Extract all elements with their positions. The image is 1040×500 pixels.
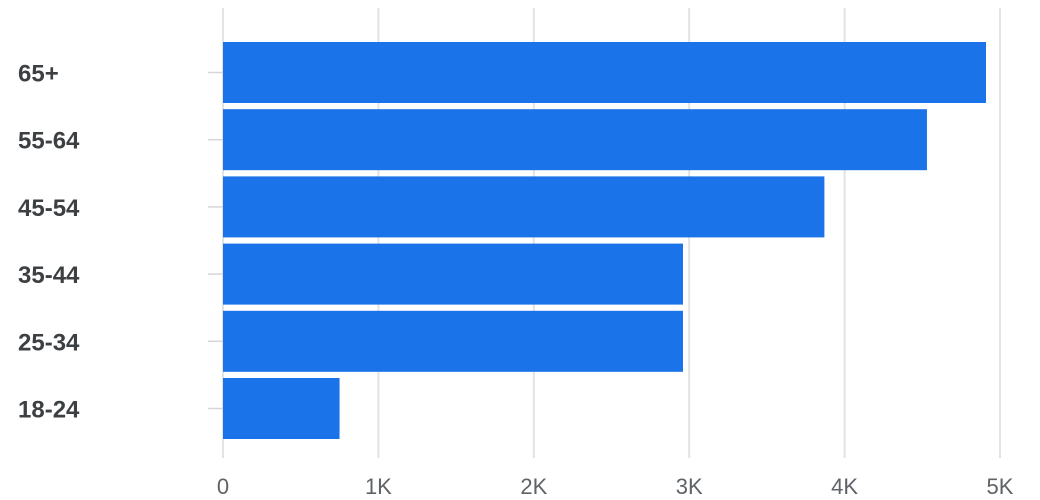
x-tick-label: 5K bbox=[987, 474, 1014, 499]
category-label: 25-34 bbox=[18, 329, 80, 356]
x-axis-tick-labels: 0 1K 2K 3K 4K 5K bbox=[217, 474, 1014, 499]
bar-35-44 bbox=[223, 243, 683, 305]
bar-45-54 bbox=[223, 176, 825, 238]
x-tick-label: 2K bbox=[520, 474, 547, 499]
x-tick-label: 1K bbox=[365, 474, 392, 499]
x-tick-label: 4K bbox=[831, 474, 858, 499]
category-labels: 65+ 55-64 45-54 35-44 25-34 18-24 bbox=[18, 61, 80, 424]
category-label: 18-24 bbox=[18, 397, 80, 424]
x-tick-label: 3K bbox=[676, 474, 703, 499]
category-tick-marks bbox=[208, 71, 223, 410]
bar-18-24 bbox=[223, 378, 340, 439]
bar-55-64 bbox=[223, 109, 927, 171]
category-label: 55-64 bbox=[18, 128, 80, 155]
category-label: 45-54 bbox=[18, 195, 80, 222]
bar-25-34 bbox=[223, 310, 683, 372]
category-label: 65+ bbox=[18, 61, 59, 88]
x-tick-label: 0 bbox=[217, 474, 229, 499]
category-label: 35-44 bbox=[18, 262, 80, 289]
bar-65+ bbox=[223, 42, 987, 103]
bars bbox=[223, 42, 987, 439]
